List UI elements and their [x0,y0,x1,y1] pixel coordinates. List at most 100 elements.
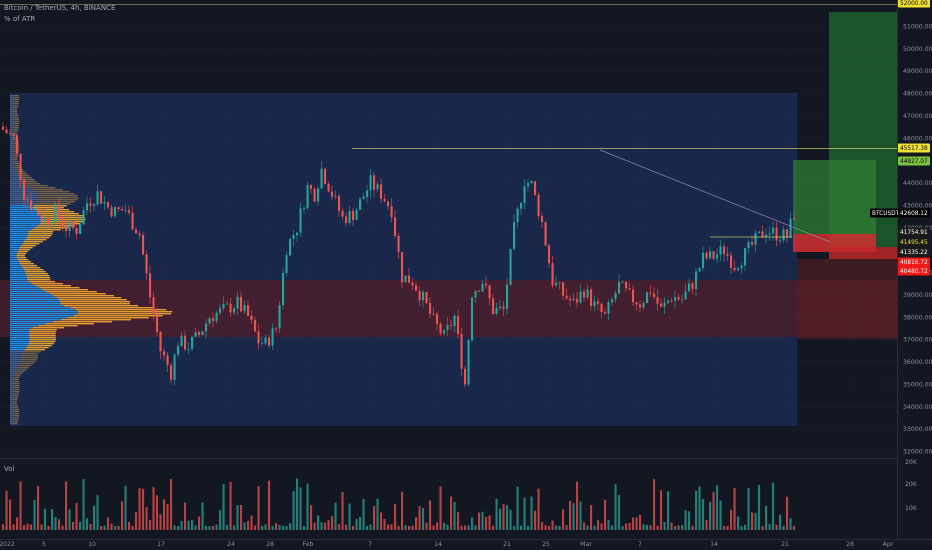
candle-body [695,271,698,289]
profile-bar-buy [10,273,26,275]
volume-bar [100,525,103,530]
volume-bar [250,515,253,530]
profile-bar-buy [10,339,30,341]
profile-bar-sell [21,353,38,355]
time-tick-label: Apr [883,541,894,548]
profile-bar-buy [10,97,14,99]
candle-body [593,301,596,307]
volume-bar [191,520,194,530]
candle-body [366,190,369,197]
profile-bar-buy [10,103,14,105]
profile-bar-buy [10,281,29,283]
volume-bar [131,525,134,530]
volume-bar [338,524,341,530]
profile-bar-sell [32,327,65,329]
candle-body [754,233,757,245]
volume-bar [320,522,323,530]
profile-bar-buy [10,251,18,253]
profile-bar-sell [15,373,23,375]
candle-body [464,368,467,385]
candle-body [226,303,229,305]
volume-profile-box [10,93,797,426]
volume-bar [68,509,71,530]
volume-bar [474,525,477,530]
candle-body [632,289,635,303]
volume-bar [75,502,78,530]
volume-bar [527,525,530,530]
profile-bar-buy [10,131,14,133]
profile-bar-buy [10,311,79,313]
volume-bar [187,520,190,530]
volume-bar [79,521,82,530]
profile-bar-sell [15,169,24,171]
candle-body [219,308,222,313]
candle-body [212,318,215,321]
volume-bar [348,503,351,530]
profile-bar-buy [10,161,14,163]
profile-bar-buy [10,275,27,277]
volume-bar [600,523,603,530]
profile-bar-buy [10,137,14,139]
candle-body [166,355,169,366]
volume-bar [247,520,250,530]
candle-body [205,323,208,332]
candle-body [2,126,5,130]
profile-bar-sell [13,113,18,115]
time-tick-label: Mar [580,541,592,548]
candle-body [408,275,411,283]
volume-label[interactable]: Vol [4,465,15,473]
indicator-title[interactable]: % of ATR [4,15,36,23]
price-badge [898,237,930,247]
profile-bar-sell [77,313,172,315]
profile-bar-sell [13,423,18,425]
candle-body [240,296,243,312]
profile-bar-sell [19,247,33,249]
profile-bar-buy [10,291,47,293]
candle-body [677,297,680,300]
volume-bar [632,517,635,530]
time-tick-label: 14 [434,541,442,548]
volume-bar [72,521,75,530]
time-axis[interactable]: 2022 5 10 17 24 28 Feb 7 14 21 25 Mar 7 14 21 28 Apr [0,541,894,548]
profile-bar-sell [29,329,57,331]
volume-bar [457,512,460,530]
volume-bar [562,509,565,530]
profile-bar-sell [22,351,41,353]
profile-bar-sell [25,239,47,241]
volume-bar [65,481,68,530]
candle-body [12,133,15,136]
profile-bar-sell [59,299,127,301]
volume-bar [411,525,414,530]
profile-bar-buy [10,129,14,131]
profile-bar-sell [17,173,28,175]
profile-bar-buy [10,117,14,119]
candle-body [740,265,743,269]
candle-body [565,295,568,299]
candle-body [247,305,250,316]
symbol-title[interactable]: Bitcoin / TetherUS, 4h, BINANCE [4,4,116,12]
volume-bar [369,524,372,530]
descending-trendline[interactable] [599,149,831,243]
profile-bar-buy [10,125,14,127]
volume-bar [656,525,659,530]
volume-bar [674,525,677,530]
volume-bar [614,484,617,530]
profile-bar-sell [13,125,19,127]
price-tick-label: 51000.00 [903,24,932,31]
profile-bar-sell [13,163,20,165]
volume-bar [793,525,796,530]
profile-bar-sell [20,361,36,363]
candle-body [261,343,264,345]
profile-bar-buy [10,405,14,407]
profile-bar-sell [25,185,48,187]
volume-bar [513,525,516,530]
candle-body [506,284,509,309]
profile-bar-buy [10,341,30,343]
profile-bar-buy [10,375,15,377]
profile-bar-sell [14,167,22,169]
candle-body [51,221,54,224]
profile-bar-buy [10,345,28,347]
candle-body [429,303,432,314]
volume-axis: 20K 10K 20K [905,459,918,512]
